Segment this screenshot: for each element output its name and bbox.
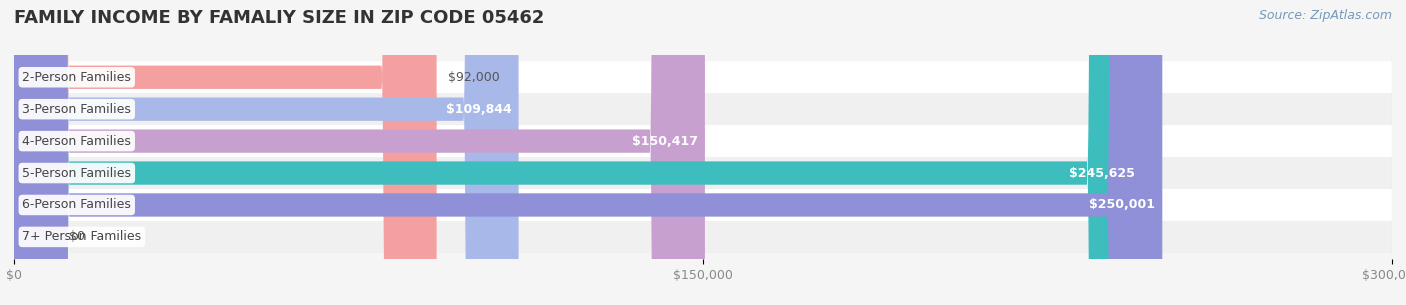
Text: $250,001: $250,001 <box>1090 199 1156 211</box>
Text: 2-Person Families: 2-Person Families <box>22 71 131 84</box>
Text: FAMILY INCOME BY FAMALIY SIZE IN ZIP CODE 05462: FAMILY INCOME BY FAMALIY SIZE IN ZIP COD… <box>14 9 544 27</box>
FancyBboxPatch shape <box>14 189 1392 221</box>
Text: $150,417: $150,417 <box>633 135 697 148</box>
Text: 3-Person Families: 3-Person Families <box>22 103 131 116</box>
Text: Source: ZipAtlas.com: Source: ZipAtlas.com <box>1258 9 1392 22</box>
Text: $92,000: $92,000 <box>447 71 499 84</box>
Text: 4-Person Families: 4-Person Families <box>22 135 131 148</box>
FancyBboxPatch shape <box>14 221 1392 253</box>
Text: 5-Person Families: 5-Person Families <box>22 167 131 180</box>
FancyBboxPatch shape <box>14 0 704 305</box>
Text: 6-Person Families: 6-Person Families <box>22 199 131 211</box>
FancyBboxPatch shape <box>14 93 1392 125</box>
FancyBboxPatch shape <box>14 0 1142 305</box>
FancyBboxPatch shape <box>14 61 1392 93</box>
Text: 7+ Person Families: 7+ Person Families <box>22 230 142 243</box>
FancyBboxPatch shape <box>14 125 1392 157</box>
Text: $245,625: $245,625 <box>1070 167 1135 180</box>
FancyBboxPatch shape <box>14 157 1392 189</box>
FancyBboxPatch shape <box>14 0 519 305</box>
Text: $109,844: $109,844 <box>446 103 512 116</box>
FancyBboxPatch shape <box>14 0 1163 305</box>
Text: $0: $0 <box>69 230 86 243</box>
FancyBboxPatch shape <box>14 0 437 305</box>
